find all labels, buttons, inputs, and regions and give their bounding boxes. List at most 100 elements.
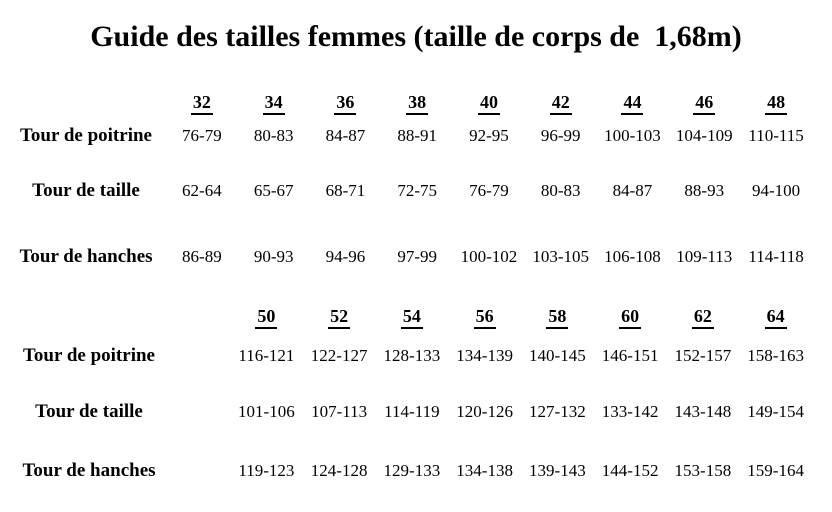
measurement-cell: 109-113 xyxy=(676,247,733,266)
measurement-cell: 153-158 xyxy=(674,461,732,480)
size-header-label: 50 xyxy=(255,305,278,329)
size-header: 60 xyxy=(594,296,667,336)
row-label: Tour de taille xyxy=(35,401,143,422)
size-header: 40 xyxy=(453,86,525,118)
measurement-cell: 107-113 xyxy=(311,402,368,421)
size-header-label: 46 xyxy=(693,91,716,115)
measurement-cell: 158-163 xyxy=(747,346,804,365)
corner-cell xyxy=(6,296,230,336)
measurement-cell: 101-106 xyxy=(238,402,295,421)
corner-cell xyxy=(6,86,166,118)
measurement-cell: 76-79 xyxy=(182,126,222,145)
measurement-cell: 128-133 xyxy=(383,346,441,365)
measurement-cell: 120-126 xyxy=(456,402,513,421)
measurement-cell: 65-67 xyxy=(253,181,294,200)
measurement-cell: 100-103 xyxy=(604,126,661,145)
size-header: 38 xyxy=(381,86,453,118)
size-table-50-64: 50 52 54 56 58 60 62 64 Tour de poitrine… xyxy=(6,296,812,494)
measurement-cell: 80-83 xyxy=(540,181,581,200)
measurement-cell: 68-71 xyxy=(325,181,366,200)
measurement-cell: 152-157 xyxy=(674,346,732,365)
measurement-cell: 84-87 xyxy=(325,126,366,145)
measurement-cell: 149-154 xyxy=(747,402,804,421)
size-header-row: 50 52 54 56 58 60 62 64 xyxy=(6,296,812,336)
measurement-cell: 72-75 xyxy=(397,181,438,200)
measurement-cell: 94-100 xyxy=(751,181,801,200)
size-header: 50 xyxy=(230,296,303,336)
size-header: 54 xyxy=(376,296,449,336)
measurement-cell: 88-93 xyxy=(684,181,725,200)
measurement-cell: 119-123 xyxy=(238,461,295,480)
size-header-label: 54 xyxy=(400,305,423,329)
measurement-cell: 96-99 xyxy=(540,126,581,145)
measurement-cell: 116-121 xyxy=(238,346,295,365)
size-header: 36 xyxy=(310,86,382,118)
row-label: Tour de hanches xyxy=(22,460,156,481)
size-header-label: 32 xyxy=(190,91,213,115)
size-header-label: 58 xyxy=(546,305,569,329)
measurement-cell: 90-93 xyxy=(253,247,294,266)
measurement-cell: 103-105 xyxy=(532,247,590,266)
measurement-cell: 62-64 xyxy=(182,181,222,200)
measurement-cell: 140-145 xyxy=(529,346,586,365)
measurement-cell: 144-152 xyxy=(601,461,659,480)
size-table-32-48: 32 34 36 38 40 42 44 46 48 Tour de poitr… xyxy=(6,86,812,286)
measurement-cell: 94-96 xyxy=(325,247,366,266)
measurement-cell: 134-138 xyxy=(456,461,513,480)
size-header-label: 56 xyxy=(473,305,496,329)
measurement-cell: 80-83 xyxy=(253,126,294,145)
size-header: 42 xyxy=(525,86,597,118)
measurement-cell: 133-142 xyxy=(601,402,659,421)
measurement-cell: 114-119 xyxy=(384,402,440,421)
size-header-label: 36 xyxy=(334,91,357,115)
size-header-label: 62 xyxy=(691,305,714,329)
measurement-cell: 110-115 xyxy=(748,126,804,145)
size-header: 34 xyxy=(238,86,310,118)
size-header-label: 64 xyxy=(764,305,787,329)
size-header-label: 60 xyxy=(619,305,642,329)
table-row-bust: Tour de poitrine 76-79 80-83 84-87 88-91… xyxy=(6,118,812,154)
row-label: Tour de hanches xyxy=(19,246,153,267)
measurement-cell: 139-143 xyxy=(529,461,586,480)
size-header-label: 38 xyxy=(406,91,429,115)
size-header: 58 xyxy=(521,296,594,336)
measurement-cell: 134-139 xyxy=(456,346,513,365)
measurement-cell: 97-99 xyxy=(397,247,438,266)
size-header: 52 xyxy=(303,296,376,336)
measurement-cell: 129-133 xyxy=(383,461,441,480)
size-header: 48 xyxy=(740,86,812,118)
size-header: 32 xyxy=(166,86,238,118)
measurement-cell: 100-102 xyxy=(460,247,518,266)
measurement-cell: 106-108 xyxy=(604,247,661,266)
row-label: Tour de poitrine xyxy=(23,345,155,366)
table-row-waist: Tour de taille 101-106 107-113 114-119 1… xyxy=(6,376,812,448)
table-row-hips: Tour de hanches 86-89 90-93 94-96 97-99 … xyxy=(6,228,812,286)
measurement-cell: 159-164 xyxy=(747,461,804,480)
table-row-waist: Tour de taille 62-64 65-67 68-71 72-75 7… xyxy=(6,154,812,228)
size-header: 56 xyxy=(448,296,521,336)
measurement-cell: 86-89 xyxy=(182,247,222,266)
measurement-cell: 124-128 xyxy=(310,461,368,480)
row-label: Tour de taille xyxy=(32,180,140,201)
page-title: Guide des tailles femmes (taille de corp… xyxy=(90,20,742,53)
size-header-label: 42 xyxy=(549,91,572,115)
measurement-cell: 92-95 xyxy=(469,126,509,145)
size-header: 64 xyxy=(739,296,812,336)
measurement-cell: 104-109 xyxy=(675,126,733,145)
size-header-label: 48 xyxy=(765,91,788,115)
table-row-bust: Tour de poitrine 116-121 122-127 128-133… xyxy=(6,336,812,376)
size-header: 62 xyxy=(667,296,740,336)
table-row-hips: Tour de hanches 119-123 124-128 129-133 … xyxy=(6,448,812,494)
size-header-label: 40 xyxy=(477,91,500,115)
measurement-cell: 76-79 xyxy=(469,181,509,200)
measurement-cell: 122-127 xyxy=(310,346,368,365)
measurement-cell: 146-151 xyxy=(601,346,659,365)
size-header-label: 34 xyxy=(262,91,285,115)
measurement-cell: 114-118 xyxy=(748,247,804,266)
measurement-cell: 84-87 xyxy=(612,181,653,200)
size-header: 46 xyxy=(668,86,740,118)
size-header: 44 xyxy=(597,86,669,118)
size-header-row: 32 34 36 38 40 42 44 46 48 xyxy=(6,86,812,118)
row-label: Tour de poitrine xyxy=(20,125,152,146)
